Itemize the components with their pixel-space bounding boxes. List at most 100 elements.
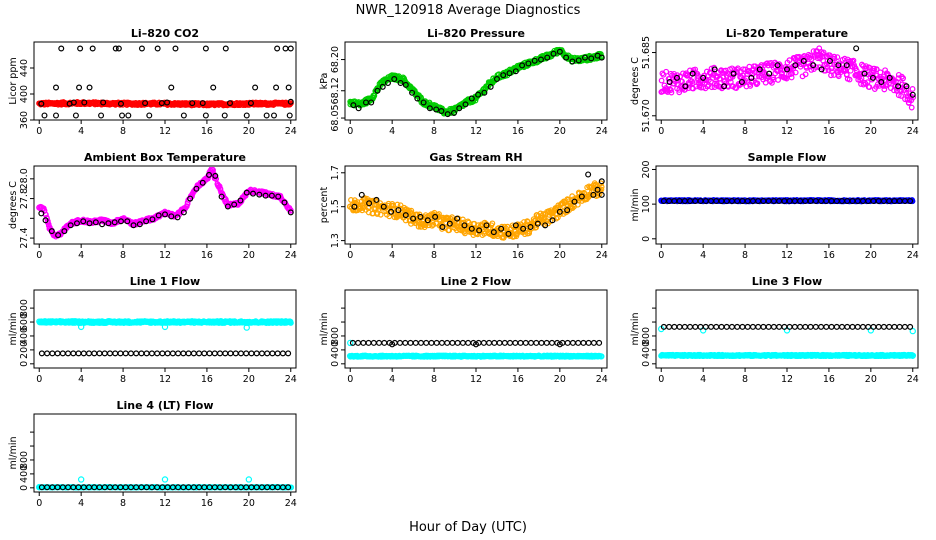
data-point [676,89,683,96]
data-point [149,216,156,223]
data-point [285,350,292,357]
data-point [802,323,809,330]
y-tick-label: 200 [19,341,30,359]
data-point [444,339,451,346]
data-point [802,71,809,78]
data-point [756,66,763,73]
data-point [788,74,795,81]
x-tick-label: 12 [781,126,793,137]
data-point [402,339,409,346]
panel-title: Line 1 Flow [130,275,200,288]
data-point [388,208,395,215]
data-point [130,222,137,229]
data-point [533,339,540,346]
data-point [164,99,171,106]
x-tick-label: 12 [159,250,171,261]
data-point [598,353,605,360]
x-tick-label: 12 [781,374,793,385]
data-point [527,224,534,231]
data-point [185,350,192,357]
data-point [397,79,404,86]
x-tick-label: 8 [431,250,437,261]
data-point [162,211,169,218]
data-point [585,171,592,178]
data-point [891,323,898,330]
data-point [70,350,77,357]
data-point [569,58,576,65]
data-point [810,62,817,69]
data-point [526,230,533,237]
data-point [243,324,250,331]
data-point [520,225,527,232]
data-point [666,79,673,86]
data-point [689,80,696,86]
data-point [138,350,145,357]
data-point [351,203,358,210]
data-point [250,190,257,197]
data-point [812,323,819,330]
y-tick-label: 51.670 [641,99,652,132]
y-axis-label: ml/min [630,188,641,221]
data-point [658,77,665,84]
data-point [365,339,372,346]
data-point [828,323,835,330]
plot-points [36,167,294,240]
data-point [256,191,263,198]
data-point [243,350,250,357]
x-tick-label: 8 [431,126,437,137]
y-tick-label: 800 [19,451,30,469]
data-point [377,211,384,218]
data-point [168,213,175,220]
data-point [730,70,737,77]
data-point [512,222,519,229]
data-point [80,350,87,357]
data-point [196,350,203,357]
data-point [768,59,774,66]
data-point [668,89,675,96]
data-point [105,220,112,227]
data-point [212,175,219,182]
data-point [556,208,563,215]
data-point [783,66,790,73]
data-point [98,112,105,119]
data-point [41,112,48,119]
data-point [281,199,288,206]
data-point [446,220,453,227]
data-point [155,212,162,219]
data-point [883,81,890,88]
data-point [598,183,605,190]
x-tick-label: 0 [36,126,42,137]
x-tick-label: 8 [120,250,126,261]
x-tick-label: 0 [658,126,664,137]
data-point [774,62,781,69]
data-point [878,79,885,86]
data-point [394,201,401,208]
data-point [374,87,381,94]
data-point [841,55,848,62]
data-point [54,350,61,357]
data-point [598,178,605,185]
y-tick-label: 1.3 [330,233,341,248]
data-point [212,172,219,179]
x-tick-label: 20 [554,250,566,261]
data-point [456,105,463,112]
data-point [154,45,161,52]
data-point [907,198,914,205]
data-point [164,350,171,357]
data-point [819,50,826,57]
data-point [556,341,563,348]
y-tick-label: 440 [19,59,30,77]
x-tick-label: 8 [742,126,748,137]
x-tick-label: 0 [347,374,353,385]
data-point [426,105,433,112]
data-point [446,227,453,234]
y-tick-label: 28.0 [19,168,30,189]
y-tick-label: 800 [641,327,652,345]
data-point [800,57,807,64]
data-point [899,75,906,82]
data-point [159,350,166,357]
data-point [433,339,440,346]
data-point [797,323,804,330]
x-tick-label: 4 [389,374,395,385]
